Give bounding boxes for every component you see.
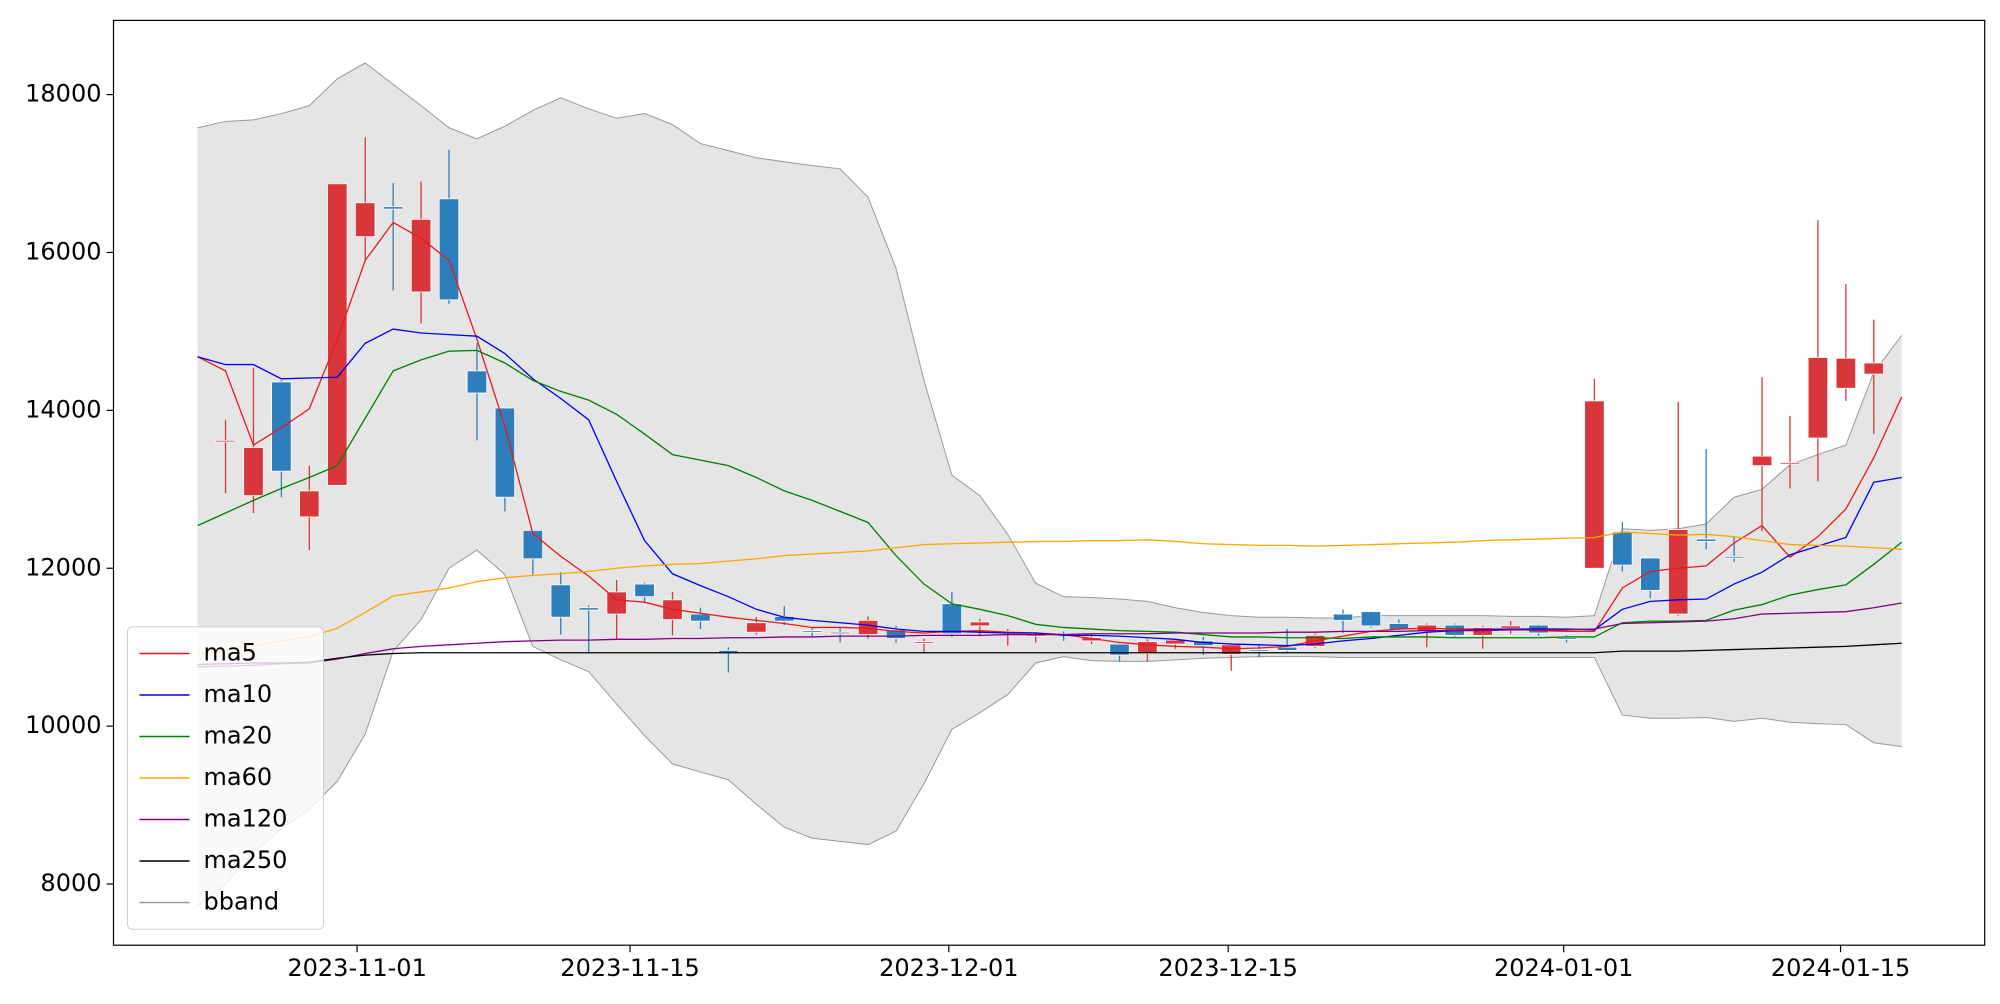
plot-frame bbox=[112, 19, 1986, 946]
legend-label: ma120 bbox=[204, 804, 288, 832]
x-tick-label: 2023-12-01 bbox=[879, 954, 1018, 982]
y-tick-label: 16000 bbox=[25, 237, 101, 265]
candle-body bbox=[1249, 649, 1270, 652]
candle-body bbox=[634, 583, 655, 598]
candle-body bbox=[1695, 538, 1717, 542]
x-tick-label: 2023-12-15 bbox=[1158, 954, 1297, 982]
candle-body bbox=[941, 603, 963, 635]
candle-body bbox=[494, 407, 516, 498]
candle-body bbox=[1109, 643, 1130, 656]
candle-body bbox=[382, 206, 404, 210]
candle-body bbox=[438, 198, 460, 301]
candle-body bbox=[1723, 556, 1745, 559]
candle-body bbox=[1500, 625, 1521, 629]
candle-body bbox=[243, 447, 264, 497]
candle-body bbox=[802, 630, 823, 633]
legend-label: ma60 bbox=[204, 763, 273, 791]
candle-body bbox=[1612, 531, 1633, 566]
candle-body bbox=[885, 629, 907, 639]
candle-body bbox=[522, 529, 544, 560]
candle-body bbox=[1807, 357, 1829, 439]
legend-label: ma20 bbox=[204, 721, 273, 749]
candle-body bbox=[1221, 644, 1242, 655]
ma-line bbox=[197, 602, 1902, 668]
candle-body bbox=[466, 370, 488, 394]
y-tick-label: 12000 bbox=[25, 553, 101, 581]
y-tick-label: 10000 bbox=[25, 711, 101, 739]
band-lower bbox=[197, 549, 1902, 907]
candle-body bbox=[1276, 646, 1298, 651]
candle-body bbox=[746, 622, 767, 633]
candle-body bbox=[1137, 641, 1158, 654]
candle-body bbox=[913, 641, 935, 644]
candle-body bbox=[550, 584, 571, 618]
legend-label: ma10 bbox=[204, 680, 273, 708]
candle-body bbox=[1640, 557, 1661, 591]
band-fill bbox=[197, 63, 1902, 907]
ma-line bbox=[197, 642, 1902, 666]
candle-body bbox=[829, 631, 851, 635]
candle-body bbox=[1751, 455, 1773, 467]
x-tick-label: 2023-11-01 bbox=[287, 954, 426, 982]
candle-body bbox=[1556, 637, 1577, 640]
y-tick-label: 14000 bbox=[25, 395, 101, 423]
y-tick-label: 8000 bbox=[40, 869, 101, 897]
candle-body bbox=[271, 381, 292, 472]
x-tick-label: 2023-11-15 bbox=[560, 954, 699, 982]
candle-body bbox=[327, 183, 348, 486]
candle-body bbox=[410, 218, 432, 293]
x-tick-label: 2024-01-01 bbox=[1494, 954, 1633, 982]
candle-body bbox=[1472, 627, 1493, 636]
candle-body bbox=[578, 607, 599, 611]
candle-body bbox=[1668, 529, 1689, 615]
legend: ma5 ma10 ma20 ma60 ma120 ma250 bband bbox=[127, 626, 324, 930]
legend-box bbox=[127, 626, 324, 930]
candle-body bbox=[299, 490, 320, 518]
candle-body bbox=[1863, 362, 1884, 375]
candle-body bbox=[1332, 613, 1354, 621]
candle-body bbox=[1779, 462, 1801, 465]
candle-body bbox=[1835, 357, 1857, 389]
candle-body bbox=[1165, 639, 1186, 645]
legend-label: ma250 bbox=[204, 846, 288, 874]
candle-body bbox=[1388, 623, 1410, 631]
legend-label: bband bbox=[204, 887, 280, 915]
candle-body bbox=[355, 202, 376, 238]
legend-label: ma5 bbox=[204, 638, 257, 666]
x-tick-label: 2024-01-15 bbox=[1771, 954, 1910, 982]
candle-body bbox=[690, 613, 711, 622]
candle-body bbox=[1360, 611, 1382, 627]
candle-body bbox=[215, 439, 236, 443]
candle-body bbox=[606, 591, 627, 615]
candle-body bbox=[1584, 400, 1605, 569]
y-tick-label: 18000 bbox=[25, 80, 101, 108]
candle-body bbox=[969, 621, 990, 627]
ma-line bbox=[197, 531, 1902, 656]
